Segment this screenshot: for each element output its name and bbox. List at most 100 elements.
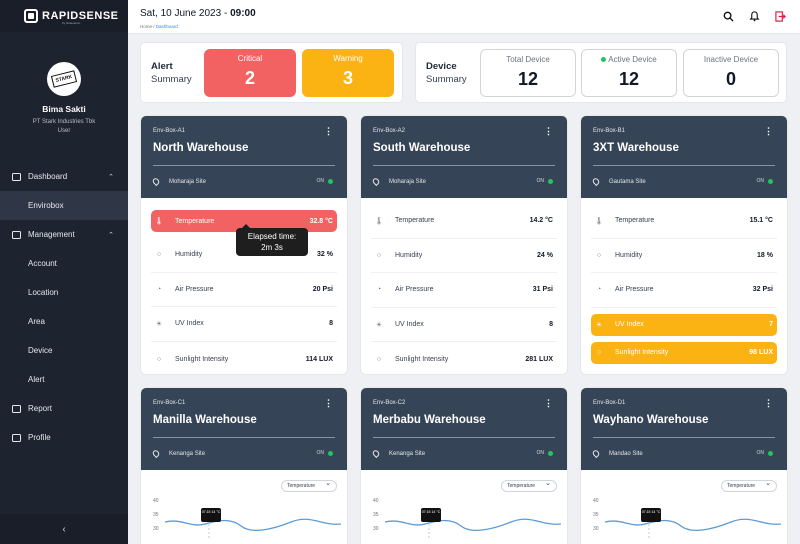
site-name: Moharaja Site — [389, 178, 427, 185]
divider — [593, 437, 775, 438]
sensor-list: 🌡 Temperature 14.2 °C ○ Humidity 24 % ◔ … — [361, 198, 567, 374]
nav-alert[interactable]: Alert — [28, 375, 45, 384]
sensor-row[interactable]: ☀ UV Index 7 — [591, 313, 777, 336]
y-tick-label: 40 — [593, 498, 599, 504]
nav-area[interactable]: Area — [28, 317, 45, 326]
card-header: Env-Box-C2 ⋮ Merbabu Warehouse Kenanga S… — [361, 388, 567, 470]
lightbulb-icon: ○ — [156, 355, 162, 363]
y-tick-label: 35 — [153, 512, 159, 518]
nav-account[interactable]: Account — [28, 259, 57, 268]
metric-dropdown[interactable]: Temperature — [281, 479, 337, 492]
status-text: ON — [756, 450, 765, 456]
critical-count-card[interactable]: Critical 2 — [204, 49, 296, 97]
droplet-icon: ○ — [376, 251, 382, 259]
sensor-row[interactable]: ◔ Air Pressure 31 Psi — [371, 273, 557, 308]
nav-report[interactable]: Report — [0, 394, 128, 423]
y-tick-label: 30 — [153, 526, 159, 532]
nav-dashboard[interactable]: Dashboard ⌃ — [0, 162, 128, 191]
total-device-card[interactable]: Total Device 12 — [480, 49, 576, 97]
nav-management[interactable]: Management ⌃ — [0, 220, 128, 249]
collapse-sidebar-button[interactable]: ‹ — [0, 514, 128, 544]
nav-profile[interactable]: Profile — [0, 423, 128, 452]
device-name: Manilla Warehouse — [153, 414, 257, 426]
device-card[interactable]: Env-Box-C2 ⋮ Merbabu Warehouse Kenanga S… — [360, 387, 568, 544]
kebab-menu-icon[interactable]: ⋮ — [544, 398, 553, 408]
active-device-value: 12 — [618, 69, 640, 89]
inactive-device-card[interactable]: Inactive Device 0 — [683, 49, 779, 97]
sensor-row[interactable]: ○ Sunlight Intensity 281 LUX — [371, 342, 557, 374]
sensor-row[interactable]: ○ Humidity 24 % — [371, 239, 557, 274]
logout-icon[interactable] — [774, 10, 786, 22]
sensor-row[interactable]: ☀ UV Index 8 — [151, 307, 337, 342]
kebab-menu-icon[interactable]: ⋮ — [324, 398, 333, 408]
device-card[interactable]: Env-Box-D1 ⋮ Wayhano Warehouse Mandao Si… — [580, 387, 788, 544]
kebab-menu-icon[interactable]: ⋮ — [764, 126, 773, 136]
avatar[interactable]: STARK — [47, 62, 81, 96]
sensor-value: 20 Psi — [312, 285, 333, 293]
active-device-card[interactable]: Active Device 12 — [581, 49, 677, 97]
sensor-value: 14.2 °C — [529, 217, 553, 225]
alert-summary-subtitle: Summary — [151, 74, 192, 85]
site-info: Kenanga Site — [151, 448, 205, 459]
nav-envirobox[interactable]: Envirobox — [0, 191, 128, 220]
sensor-row[interactable]: ○ Humidity 32 % — [151, 238, 337, 273]
metric-dropdown[interactable]: Temperature — [501, 479, 557, 492]
sidebar: RAPIDSENSE by Datasenso STARK Bima Sakti… — [0, 0, 128, 544]
device-card[interactable]: Env-Box-B1 ⋮ 3XT Warehouse Gautama Site … — [580, 115, 788, 375]
inactive-device-value: 0 — [725, 69, 736, 89]
warning-count-card[interactable]: Warning 3 — [302, 49, 394, 97]
status-dot — [768, 450, 773, 456]
datetime: Sat, 10 June 2023 - 09:00 — [140, 8, 256, 19]
sensor-row[interactable]: ○ Sunlight Intensity 114 LUX — [151, 342, 337, 374]
sensor-row[interactable]: 🌡 Temperature 15.1 °C — [591, 204, 777, 239]
divider — [593, 165, 775, 166]
nav-device[interactable]: Device — [28, 346, 53, 355]
device-card[interactable]: Env-Box-C1 ⋮ Manilla Warehouse Kenanga S… — [140, 387, 348, 544]
sensor-value: 281 LUX — [525, 356, 553, 364]
status-text: ON — [536, 450, 545, 456]
sensor-row[interactable]: ◔ Air Pressure 32 Psi — [591, 273, 777, 308]
metric-dropdown[interactable]: Temperature — [721, 479, 777, 492]
sensor-row[interactable]: ◔ Air Pressure 20 Psi — [151, 273, 337, 308]
sensor-label: Air Pressure — [395, 286, 434, 294]
device-name: North Warehouse — [153, 142, 249, 154]
card-header: Env-Box-D1 ⋮ Wayhano Warehouse Mandao Si… — [581, 388, 787, 470]
trend-line — [164, 508, 342, 540]
divider — [153, 165, 335, 166]
thermometer-icon: 🌡 — [374, 217, 384, 225]
kebab-menu-icon[interactable]: ⋮ — [324, 126, 333, 136]
sensor-label: Temperature — [615, 217, 655, 225]
trend-line — [604, 508, 782, 540]
sensor-row[interactable]: ○ Humidity 18 % — [591, 239, 777, 274]
y-tick-label: 35 — [373, 512, 379, 518]
kebab-menu-icon[interactable]: ⋮ — [544, 126, 553, 136]
sensor-row[interactable]: 🌡 Temperature 32.8 °C — [151, 210, 337, 232]
sensor-label: Sunlight Intensity — [175, 355, 229, 363]
sensor-list: 🌡 Temperature 15.1 °C ○ Humidity 18 % ◔ … — [581, 198, 787, 364]
sensor-row[interactable]: ○ Sunlight Intensity 98 LUX — [591, 341, 777, 364]
date-text: Sat, 10 June 2023 - — [140, 8, 231, 19]
device-card[interactable]: Env-Box-A2 ⋮ South Warehouse Moharaja Si… — [360, 115, 568, 375]
sensor-chart: Temperature 40 35 30 07:15 14 °C — [141, 470, 347, 544]
online-status: ON — [536, 450, 553, 456]
sensor-row[interactable]: ☀ UV Index 8 — [371, 308, 557, 343]
bell-icon[interactable] — [748, 10, 760, 22]
location-pin-icon — [591, 448, 601, 459]
y-tick-label: 40 — [153, 498, 159, 504]
site-name: Gautama Site — [609, 178, 646, 185]
search-icon[interactable] — [722, 10, 734, 22]
sensor-row[interactable]: 🌡 Temperature 14.2 °C — [371, 204, 557, 239]
chart-tooltip: 07:15 14 °C — [201, 508, 221, 522]
sun-icon: ☀ — [595, 321, 603, 329]
device-card[interactable]: Env-Box-A1 ⋮ North Warehouse Moharaja Si… — [140, 115, 348, 375]
brand-logo[interactable]: RAPIDSENSE by Datasenso — [0, 0, 128, 32]
tooltip-line-1: Elapsed time: — [247, 232, 297, 241]
gauge-icon: ◔ — [596, 286, 602, 294]
nav-location[interactable]: Location — [28, 288, 59, 297]
status-dot — [328, 178, 333, 184]
location-pin-icon — [371, 176, 381, 187]
trend-line — [384, 508, 562, 540]
kebab-menu-icon[interactable]: ⋮ — [764, 398, 773, 408]
breadcrumb-home[interactable]: Home — [140, 24, 153, 29]
site-info: Kenanga Site — [371, 448, 425, 459]
